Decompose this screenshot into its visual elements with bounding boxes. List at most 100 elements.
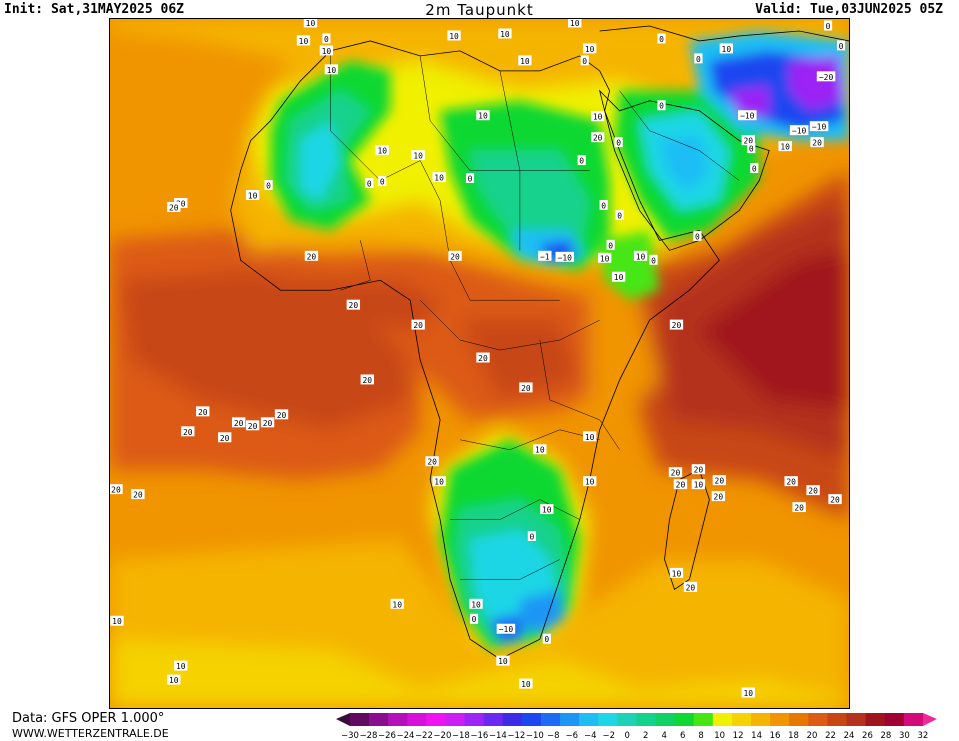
contour-label-text: 0 xyxy=(544,635,549,644)
contour-label-text: 10 xyxy=(521,680,531,689)
contour-label-text: 10 xyxy=(542,506,552,515)
colorbar-tick-label: −18 xyxy=(452,731,470,741)
colorbar-tick-label: 26 xyxy=(862,731,873,741)
contour-label-text: 0 xyxy=(468,175,473,184)
colorbar-swatch xyxy=(521,713,542,726)
contour-label-text: 20 xyxy=(111,486,121,495)
contour-label-text: 20 xyxy=(743,137,753,146)
contour-label: 0 xyxy=(693,230,702,241)
colorbar-tick-label: 20 xyxy=(807,731,818,741)
contour-label-text: 20 xyxy=(786,478,796,487)
contour-label-text: 10 xyxy=(377,147,387,156)
contour-label: 10 xyxy=(568,19,582,28)
contour-label-text: 20 xyxy=(593,134,603,143)
contour-label-text: 0 xyxy=(651,256,656,265)
contour-label-text: 10 xyxy=(322,47,332,56)
contour-label-text: 10 xyxy=(600,254,610,263)
contour-label-text: 20 xyxy=(830,496,840,505)
contour-label-text: −20 xyxy=(819,73,834,82)
contour-label-text: 20 xyxy=(277,411,287,420)
colorbar-left-arrow xyxy=(336,713,350,726)
contour-label: 10 xyxy=(741,687,755,698)
contour-label-text: 0 xyxy=(380,178,385,187)
contour-label: 10 xyxy=(447,30,461,41)
contour-label-text: 20 xyxy=(362,376,372,385)
contour-label: 10 xyxy=(432,172,446,183)
contour-label: 20 xyxy=(274,409,289,420)
contour-label-text: 10 xyxy=(248,191,258,200)
contour-label-text: 20 xyxy=(521,384,531,393)
contour-label: 10 xyxy=(324,64,339,75)
contour-label: 0 xyxy=(599,199,608,210)
contour-label-text: 10 xyxy=(780,143,790,152)
contour-label-text: 10 xyxy=(112,617,122,626)
contour-label-text: 0 xyxy=(749,145,754,154)
contour-label-text: 10 xyxy=(593,113,603,122)
contour-label-text: 0 xyxy=(839,42,844,51)
contour-label: 10 xyxy=(319,45,334,56)
contour-label: 10 xyxy=(583,476,597,487)
contour-label-text: 0 xyxy=(617,211,622,220)
colorbar-swatch xyxy=(636,713,657,726)
contour-label: 20 xyxy=(245,420,260,431)
colorbar-tick-label: 4 xyxy=(661,731,666,741)
contour-label-text: 10 xyxy=(614,273,624,282)
contour-label: 10 xyxy=(390,598,404,609)
contour-label-text: 20 xyxy=(686,583,696,592)
colorbar-swatch xyxy=(464,713,485,726)
colorbar-tick-label: −28 xyxy=(360,731,378,741)
contour-label-text: −10 xyxy=(740,112,755,121)
contour-label-text: 10 xyxy=(327,66,337,75)
colorbar-right-arrow xyxy=(922,713,937,726)
colorbar-swatch xyxy=(751,713,771,726)
contour-label-text: 10 xyxy=(299,37,309,46)
contour-label: 10 xyxy=(432,476,446,487)
contour-label-text: 0 xyxy=(582,57,587,66)
colorbar-swatch xyxy=(350,713,370,726)
contour-label: 10 xyxy=(633,250,648,261)
contour-label: 20 xyxy=(174,197,188,208)
contour-label: 20 xyxy=(683,581,698,592)
colorbar-swatch xyxy=(731,713,752,726)
contour-label: 20 xyxy=(711,491,726,502)
contour-label-text: 20 xyxy=(220,434,230,443)
colorbar-tick-label: −12 xyxy=(507,731,525,741)
contour-label: 20 xyxy=(181,426,195,437)
contour-label-text: 10 xyxy=(478,112,488,121)
contour-label-text: 10 xyxy=(471,600,481,609)
contour-label: −10 xyxy=(738,110,757,121)
contour-label-text: 10 xyxy=(500,30,510,39)
colorbar-swatch xyxy=(483,713,504,726)
colorbar-tick-label: 30 xyxy=(899,731,910,741)
contour-label: 10 xyxy=(411,150,425,161)
colorbar-tick-label: −4 xyxy=(584,731,597,741)
contour-label: 20 xyxy=(448,250,462,261)
contour-label: −1 xyxy=(538,250,552,261)
colorbar-tick-label: −26 xyxy=(378,731,396,741)
contour-label: 10 xyxy=(590,111,605,122)
contour-label: 0 xyxy=(378,176,387,187)
contour-label-text: −10 xyxy=(812,123,827,132)
colorbar-tick-label: 6 xyxy=(680,731,685,741)
contour-label: 10 xyxy=(496,655,510,666)
contour-label: 0 xyxy=(657,100,666,111)
website-credit[interactable]: WWW.WETTERZENTRALE.DE xyxy=(12,727,169,740)
contour-label-text: 20 xyxy=(478,354,488,363)
contour-label-text: 10 xyxy=(449,32,459,41)
colorbar-tick-label: −16 xyxy=(470,731,488,741)
contour-label: 10 xyxy=(518,55,532,66)
contour-label: −10 xyxy=(809,121,829,132)
contour-label: 0 xyxy=(606,239,615,250)
contour-label: 0 xyxy=(322,33,331,44)
contour-label-text: 10 xyxy=(743,689,753,698)
contour-label: 0 xyxy=(527,531,536,541)
contour-label: 10 xyxy=(583,43,597,54)
colorbar-tick-label: −2 xyxy=(602,731,615,741)
contour-label: 0 xyxy=(657,33,666,44)
colorbar-tick-label: 18 xyxy=(788,731,799,741)
colorbar-tick-label: 10 xyxy=(714,731,725,741)
colorbar-swatch xyxy=(426,713,446,726)
contour-label-text: 20 xyxy=(676,481,686,490)
contour-label-text: 10 xyxy=(636,252,646,261)
